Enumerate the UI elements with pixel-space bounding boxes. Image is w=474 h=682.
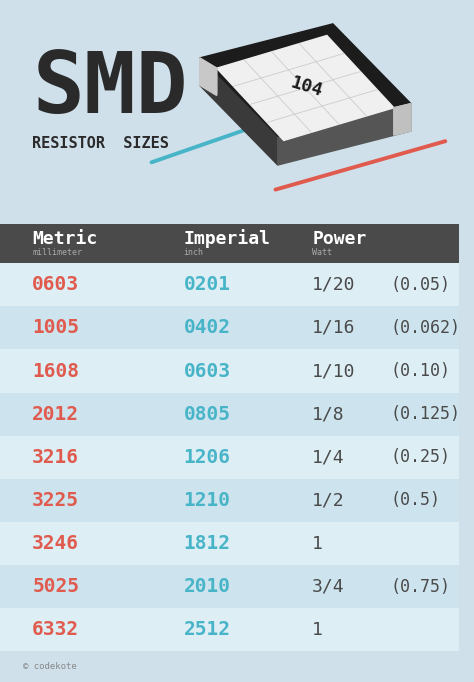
Text: Power: Power bbox=[312, 230, 366, 248]
Text: 6332: 6332 bbox=[32, 620, 79, 639]
Text: © codekote: © codekote bbox=[23, 662, 77, 672]
Polygon shape bbox=[200, 58, 217, 94]
Polygon shape bbox=[278, 104, 411, 165]
Text: 1: 1 bbox=[312, 621, 323, 639]
Text: 1/10: 1/10 bbox=[312, 362, 356, 380]
Text: millimeter: millimeter bbox=[32, 248, 82, 256]
Text: 104: 104 bbox=[289, 74, 325, 101]
Text: 1/20: 1/20 bbox=[312, 276, 356, 294]
Text: 1/2: 1/2 bbox=[312, 492, 345, 509]
Text: Watt: Watt bbox=[312, 248, 332, 256]
Text: 3225: 3225 bbox=[32, 491, 79, 510]
Text: 1812: 1812 bbox=[183, 534, 231, 553]
Text: 2010: 2010 bbox=[183, 577, 231, 596]
Text: (0.05): (0.05) bbox=[390, 276, 450, 294]
FancyBboxPatch shape bbox=[0, 436, 459, 479]
Polygon shape bbox=[394, 104, 411, 135]
FancyBboxPatch shape bbox=[0, 224, 459, 263]
Text: (0.10): (0.10) bbox=[390, 362, 450, 380]
Polygon shape bbox=[217, 35, 394, 140]
Text: (0.25): (0.25) bbox=[390, 448, 450, 466]
Text: 1210: 1210 bbox=[183, 491, 231, 510]
Text: 0201: 0201 bbox=[183, 276, 231, 295]
Text: 0402: 0402 bbox=[183, 318, 231, 338]
Text: RESISTOR  SIZES: RESISTOR SIZES bbox=[32, 136, 169, 151]
Polygon shape bbox=[200, 24, 411, 138]
Text: 3/4: 3/4 bbox=[312, 578, 345, 595]
Text: 1/4: 1/4 bbox=[312, 448, 345, 466]
Text: 2512: 2512 bbox=[183, 620, 231, 639]
Polygon shape bbox=[394, 104, 411, 135]
Text: 1/16: 1/16 bbox=[312, 319, 356, 337]
Text: 0805: 0805 bbox=[183, 404, 231, 424]
Text: inch: inch bbox=[183, 248, 204, 256]
Text: (0.75): (0.75) bbox=[390, 578, 450, 595]
Text: 1005: 1005 bbox=[32, 318, 79, 338]
Text: Metric: Metric bbox=[32, 230, 97, 248]
Text: (0.5): (0.5) bbox=[390, 492, 440, 509]
Text: 5025: 5025 bbox=[32, 577, 79, 596]
Text: 2012: 2012 bbox=[32, 404, 79, 424]
Text: 3216: 3216 bbox=[32, 448, 79, 466]
Text: (0.062): (0.062) bbox=[390, 319, 460, 337]
FancyBboxPatch shape bbox=[0, 522, 459, 565]
FancyBboxPatch shape bbox=[0, 306, 459, 349]
Text: 3246: 3246 bbox=[32, 534, 79, 553]
Text: (0.125): (0.125) bbox=[390, 405, 460, 423]
FancyBboxPatch shape bbox=[0, 608, 459, 651]
Text: 1608: 1608 bbox=[32, 361, 79, 381]
FancyBboxPatch shape bbox=[0, 479, 459, 522]
Text: 1: 1 bbox=[312, 535, 323, 552]
FancyBboxPatch shape bbox=[0, 263, 459, 306]
FancyBboxPatch shape bbox=[0, 349, 459, 393]
FancyBboxPatch shape bbox=[0, 565, 459, 608]
Text: 0603: 0603 bbox=[183, 361, 231, 381]
Text: 0603: 0603 bbox=[32, 276, 79, 295]
FancyBboxPatch shape bbox=[0, 393, 459, 436]
Text: SMD: SMD bbox=[32, 48, 188, 131]
Polygon shape bbox=[200, 58, 217, 95]
Polygon shape bbox=[200, 58, 278, 165]
Text: 1206: 1206 bbox=[183, 448, 231, 466]
Text: 1/8: 1/8 bbox=[312, 405, 345, 423]
Text: Imperial: Imperial bbox=[183, 229, 271, 248]
